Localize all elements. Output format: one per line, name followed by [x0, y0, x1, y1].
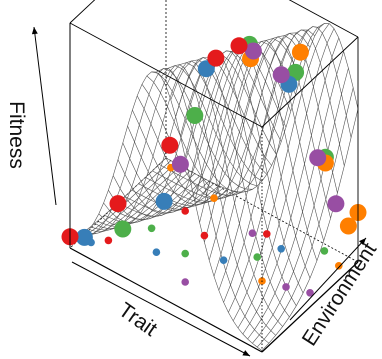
floor-point-series-3 — [147, 224, 156, 233]
wireframe-line-along-environment — [213, 32, 311, 277]
wireframe-line-along-environment — [232, 23, 330, 322]
fitness-point-series-4 — [272, 66, 290, 84]
z-axis-arrow-head — [31, 27, 38, 35]
wireframe-line-along-environment — [256, 87, 354, 348]
fitness-point-series-3 — [114, 220, 132, 238]
floor-point-series-2 — [152, 248, 161, 256]
y-axis-arrow-head — [359, 238, 366, 246]
fitness-point-series-1 — [230, 37, 248, 55]
fitness-point-series-2 — [155, 192, 173, 210]
plot-box-front-edges — [69, 0, 359, 353]
wireframe-line-along-environment — [180, 53, 277, 155]
box-edge-top-left — [69, 0, 96, 24]
wireframe-line-along-environment — [175, 56, 272, 166]
fitness-point-series-1 — [207, 49, 225, 67]
floor-point-series-3 — [320, 247, 329, 255]
wireframe-line-along-environment — [228, 23, 325, 313]
wireframe-line-along-environment — [117, 159, 215, 214]
wireframe-line-along-environment — [122, 142, 219, 211]
floor-point-series-3 — [181, 249, 189, 258]
floor-point-series-1 — [181, 207, 189, 215]
box-edge-front-floor-trait — [69, 247, 263, 353]
fitness-point-series-3 — [186, 107, 204, 124]
wireframe-line-along-environment — [252, 68, 349, 344]
wireframe-line-along-environment — [170, 59, 268, 175]
floor-point-series-4 — [248, 229, 257, 237]
fitness-point-series-4 — [244, 42, 262, 60]
y-axis-arrow — [289, 237, 367, 321]
data-points — [61, 35, 367, 297]
fitness-point-series-2 — [75, 228, 93, 246]
x-axis-arrow-head — [242, 350, 250, 356]
wireframe-line-along-environment — [146, 75, 243, 196]
floor-point-series-4 — [306, 289, 314, 297]
floor-point-series-1 — [200, 231, 209, 240]
wireframe-line-along-environment — [79, 162, 176, 238]
wireframe-line-along-environment — [103, 175, 200, 224]
box-edge-top-back — [288, 0, 359, 38]
box-edge-front-floor-environment — [261, 261, 359, 353]
wireframe-line-along-environment — [261, 108, 359, 351]
fitness-point-series-4 — [327, 195, 345, 213]
wireframe-line-along-environment — [84, 165, 181, 235]
floor-point-series-2 — [219, 256, 228, 265]
floor-point-series-3 — [253, 253, 261, 261]
wireframe-line-along-environment — [247, 51, 344, 340]
fitness-point-series-1 — [161, 136, 179, 154]
floor-point-series-2 — [277, 245, 286, 253]
wireframe-line-along-environment — [112, 175, 210, 217]
box-edge-top-front — [69, 22, 263, 128]
box-edge-top-right — [261, 36, 359, 128]
wireframe-line-along-environment — [242, 37, 340, 335]
wireframe-line-along-environment — [223, 26, 320, 303]
wireframe-line-along-environment — [208, 35, 306, 261]
floor-point-series-1 — [104, 236, 113, 245]
floor-point-series-4 — [282, 283, 290, 291]
fitness-point-series-5 — [291, 43, 309, 61]
wireframe-line-along-environment — [127, 125, 224, 208]
wireframe-line-along-environment — [98, 173, 196, 227]
wireframe-line-along-environment — [237, 28, 335, 329]
fitness-point-series-4 — [309, 149, 327, 167]
floor-point-series-5 — [210, 194, 218, 202]
fitness-surface-wireframe — [69, 23, 359, 351]
x-axis-label: Trait — [114, 298, 161, 341]
fitness-point-series-5 — [339, 217, 357, 235]
floor-point-series-1 — [263, 230, 271, 238]
floor-point-series-4 — [181, 278, 189, 286]
x-axis-arrow — [71, 261, 251, 357]
floor-point-series-5 — [335, 262, 343, 270]
fitness-point-series-1 — [109, 195, 127, 213]
wireframe-line-along-environment — [89, 168, 186, 232]
plot-box-back-edges — [69, 0, 359, 263]
z-axis-arrow — [33, 26, 57, 206]
wireframe-line-along-environment — [165, 62, 263, 182]
fitness-point-series-4 — [171, 155, 189, 173]
axis-arrows — [31, 26, 367, 357]
z-axis-label: Fitness — [5, 101, 28, 169]
wireframe-line-along-environment — [218, 29, 315, 291]
wireframe-line-along-environment — [151, 71, 248, 193]
